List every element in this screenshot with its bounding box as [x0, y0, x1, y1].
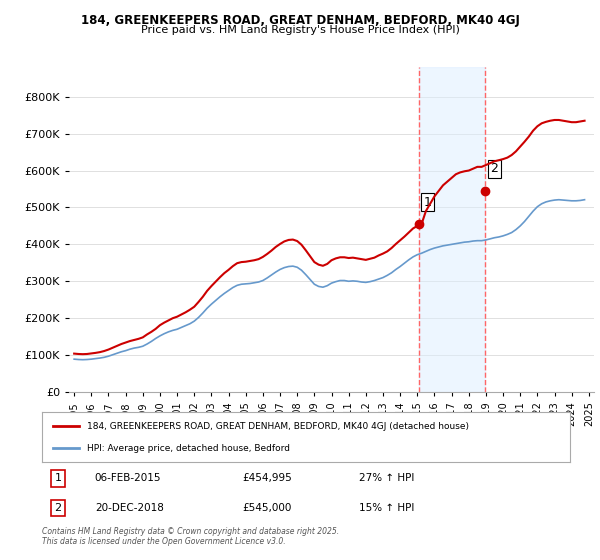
Text: 20-DEC-2018: 20-DEC-2018 [95, 503, 164, 513]
Text: £454,995: £454,995 [242, 473, 292, 483]
Text: 1: 1 [424, 195, 432, 209]
Text: Price paid vs. HM Land Registry's House Price Index (HPI): Price paid vs. HM Land Registry's House … [140, 25, 460, 35]
Bar [419, 67, 485, 392]
Text: Contains HM Land Registry data © Crown copyright and database right 2025.
This d: Contains HM Land Registry data © Crown c… [42, 526, 339, 546]
Text: 2: 2 [54, 503, 61, 513]
Text: 06-FEB-2015: 06-FEB-2015 [95, 473, 161, 483]
Text: 15% ↑ HPI: 15% ↑ HPI [359, 503, 414, 513]
Text: 184, GREENKEEPERS ROAD, GREAT DENHAM, BEDFORD, MK40 4GJ (detached house): 184, GREENKEEPERS ROAD, GREAT DENHAM, BE… [87, 422, 469, 431]
Text: 27% ↑ HPI: 27% ↑ HPI [359, 473, 414, 483]
Text: £545,000: £545,000 [242, 503, 292, 513]
Text: 2: 2 [491, 162, 499, 175]
Text: HPI: Average price, detached house, Bedford: HPI: Average price, detached house, Bedf… [87, 445, 290, 454]
Text: 1: 1 [55, 473, 61, 483]
Text: 184, GREENKEEPERS ROAD, GREAT DENHAM, BEDFORD, MK40 4GJ: 184, GREENKEEPERS ROAD, GREAT DENHAM, BE… [80, 14, 520, 27]
